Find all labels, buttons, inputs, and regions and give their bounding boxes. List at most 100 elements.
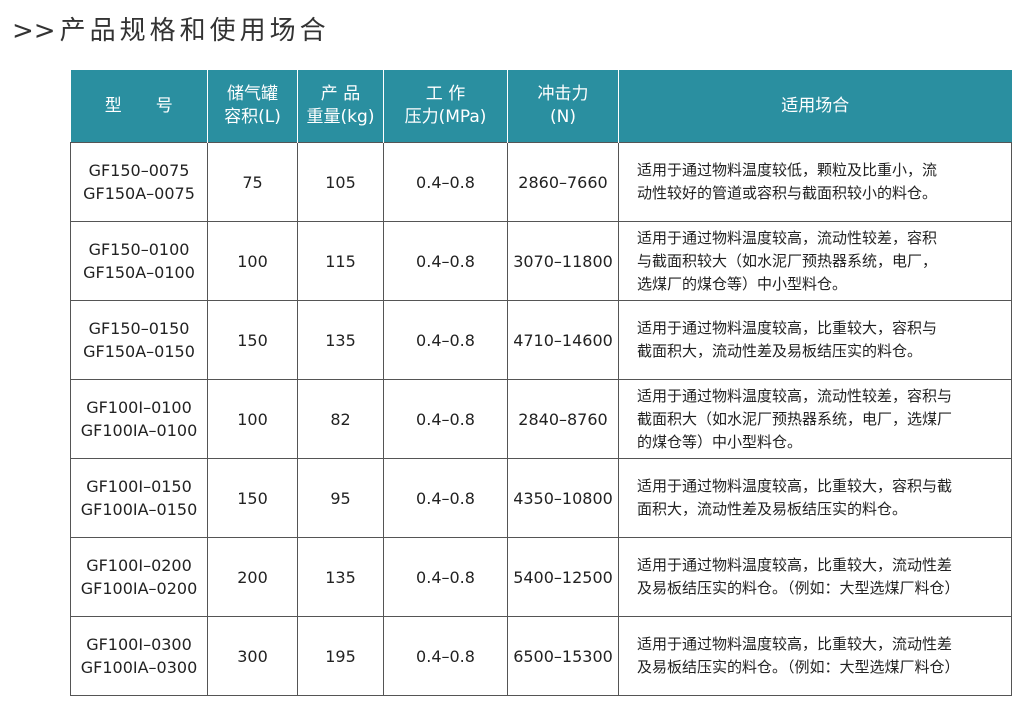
- cell-line: 4710–14600: [513, 330, 613, 350]
- cell-line: GF150–0100: [88, 240, 190, 259]
- cell-line: 适用于通过物料温度较高，流动性较差，容积与: [637, 386, 953, 405]
- cell-line: 及易板结压实的料仓。（例如：大型选煤厂料仓）: [637, 579, 960, 597]
- cell-line: 200: [237, 567, 268, 587]
- table-cell: 适用于通过物料温度较高，流动性较差，容积与 截面积大（如水泥厂预热器系统，电厂，选…: [618, 379, 1012, 459]
- table-cell: GF150–0100 GF150A–0100: [70, 221, 208, 301]
- table-cell: GF100I–0150 GF100IA–0150: [70, 458, 208, 538]
- table-cell: 82: [297, 379, 384, 459]
- cell-line: 截面积大（如水泥厂预热器系统，电厂，选煤厂: [637, 409, 953, 428]
- cell-line: 135: [325, 330, 356, 350]
- table-cell: GF150–0075 GF150A–0075: [70, 142, 208, 222]
- column-header: 冲击力 (N): [507, 70, 619, 143]
- table-cell: 4350–10800: [507, 458, 619, 538]
- cell-line: 及易板结压实的料仓。（例如：大型选煤厂料仓）: [637, 658, 960, 676]
- cell-line: 适用于通过物料温度较低，颗粒及比重小，流: [637, 161, 938, 179]
- cell-line: GF100I–0300: [86, 635, 192, 654]
- table-cell: 100: [207, 221, 298, 301]
- cell-line: 适用于通过物料温度较高，比重较大，容积与截: [637, 477, 953, 495]
- cell-line: GF100IA–0100: [80, 421, 198, 440]
- table-cell: 适用于通过物料温度较高，比重较大，流动性差 及易板结压实的料仓。（例如：大型选煤厂…: [618, 537, 1012, 617]
- column-header: 适用场合: [618, 70, 1012, 143]
- cell-line: 2840–8760: [518, 409, 608, 429]
- cell-line: 150: [237, 330, 268, 350]
- cell-line: 2860–7660: [518, 172, 608, 192]
- table-cell: GF100I–0200 GF100IA–0200: [70, 537, 208, 617]
- cell-line: GF150–0150: [88, 319, 190, 338]
- cell-line: GF150–0075: [88, 161, 190, 180]
- column-header: 产 品重量(kg): [297, 70, 384, 143]
- cell-line: 300: [237, 646, 268, 666]
- table-cell: 105: [297, 142, 384, 222]
- cell-line: GF100IA–0300: [80, 658, 198, 677]
- cell-line: 冲击力: [537, 84, 589, 104]
- table-cell: 135: [297, 300, 384, 380]
- cell-line: 重量(kg): [306, 107, 375, 127]
- cell-line: 动性较好的管道或容积与截面积较小的料仓。: [637, 184, 938, 202]
- cell-line: 5400–12500: [513, 567, 613, 587]
- table-cell: 0.4–0.8: [383, 300, 508, 380]
- cell-line: 与截面积较大（如水泥厂预热器系统，电厂，: [637, 251, 938, 270]
- cell-line: 0.4–0.8: [416, 251, 475, 271]
- cell-line: 195: [325, 646, 356, 666]
- cell-line: 0.4–0.8: [416, 646, 475, 666]
- cell-line: 0.4–0.8: [416, 330, 475, 350]
- cell-line: 适用场合: [781, 95, 850, 116]
- section-title: >> 产品规格和使用场合: [12, 10, 330, 47]
- column-header: 工 作压力(MPa): [383, 70, 508, 143]
- table-cell: 适用于通过物料温度较高，比重较大，容积与截面积大，流动性差及易板结压实的料仓。: [618, 300, 1012, 380]
- cell-line: 100: [237, 251, 268, 271]
- table-row: GF150–0150 GF150A–0150 150 135 0.4–0.8 4710–1…: [70, 300, 1012, 380]
- cell-line: 选煤厂的煤仓等）中小型料仓。: [637, 274, 848, 293]
- table-row: GF100I–0200 GF100IA–0200 200 135 0.4–0.8 5400…: [70, 537, 1012, 617]
- cell-line: 的煤仓等）中小型料仓。: [637, 432, 803, 451]
- column-header: 型 号: [70, 70, 208, 143]
- table-cell: 适用于通过物料温度较高，流动性较差，容积 与截面积较大（如水泥厂预热器系统，电厂，…: [618, 221, 1012, 301]
- table-cell: 6500–15300: [507, 616, 619, 696]
- table-cell: 200: [207, 537, 298, 617]
- cell-line: (N): [550, 107, 576, 127]
- table-cell: 适用于通过物料温度较高，比重较大，容积与截面积大，流动性差及易板结压实的料仓。: [618, 458, 1012, 538]
- table-cell: 0.4–0.8: [383, 142, 508, 222]
- cell-line: 3070–11800: [513, 251, 613, 271]
- cell-line: 135: [325, 567, 356, 587]
- table-row: GF150–0100 GF150A–0100 100 115 0.4–0.8 3070–1…: [70, 221, 1012, 301]
- cell-line: 0.4–0.8: [416, 567, 475, 587]
- table-cell: 4710–14600: [507, 300, 619, 380]
- title-prefix: >>: [12, 16, 56, 46]
- cell-line: 适用于通过物料温度较高，比重较大，容积与: [637, 319, 938, 337]
- table-cell: 0.4–0.8: [383, 616, 508, 696]
- table-cell: GF100I–0300 GF100IA–0300: [70, 616, 208, 696]
- cell-line: GF100IA–0200: [80, 579, 198, 598]
- cell-line: 115: [325, 251, 356, 271]
- cell-line: 6500–15300: [513, 646, 613, 666]
- cell-line: 0.4–0.8: [416, 409, 475, 429]
- table-cell: 0.4–0.8: [383, 458, 508, 538]
- header-row: 型 号储气罐 容积(L) 产 品重量(kg) 工 作压力(MPa) 冲击力 (N) 适用场合: [70, 70, 1012, 143]
- table-cell: 100: [207, 379, 298, 459]
- table-cell: 2840–8760: [507, 379, 619, 459]
- table-row: GF100I–0100 GF100IA–0100 100 82 0.4–0.8 2840–…: [70, 379, 1012, 459]
- cell-line: 4350–10800: [513, 488, 613, 508]
- table-cell: GF150–0150 GF150A–0150: [70, 300, 208, 380]
- cell-line: GF100IA–0150: [80, 500, 198, 519]
- table-cell: 5400–12500: [507, 537, 619, 617]
- table-cell: 3070–11800: [507, 221, 619, 301]
- cell-line: GF150A–0100: [83, 263, 195, 282]
- cell-line: 0.4–0.8: [416, 172, 475, 192]
- cell-line: 容积(L): [224, 107, 281, 127]
- table-cell: 195: [297, 616, 384, 696]
- cell-line: 产 品: [320, 84, 361, 104]
- table-cell: 适用于通过物料温度较低，颗粒及比重小，流 动性较好的管道或容积与截面积较小的料仓。: [618, 142, 1012, 222]
- table-cell: 0.4–0.8: [383, 379, 508, 459]
- spec-table: 型 号储气罐 容积(L) 产 品重量(kg) 工 作压力(MPa) 冲击力 (N) 适用场合…: [70, 70, 1012, 696]
- table-row: GF100I–0150 GF100IA–0150 150 95 0.4–0.8 4350–…: [70, 458, 1012, 538]
- column-header: 储气罐 容积(L): [207, 70, 298, 143]
- table-cell: 0.4–0.8: [383, 221, 508, 301]
- cell-line: GF150A–0075: [83, 184, 195, 203]
- cell-line: 工 作: [425, 84, 466, 104]
- cell-line: 95: [330, 488, 351, 508]
- table-row: GF100I–0300 GF100IA–0300 300 195 0.4–0.8 6500…: [70, 616, 1012, 696]
- cell-line: GF100I–0200: [86, 556, 192, 575]
- cell-line: 105: [325, 172, 356, 192]
